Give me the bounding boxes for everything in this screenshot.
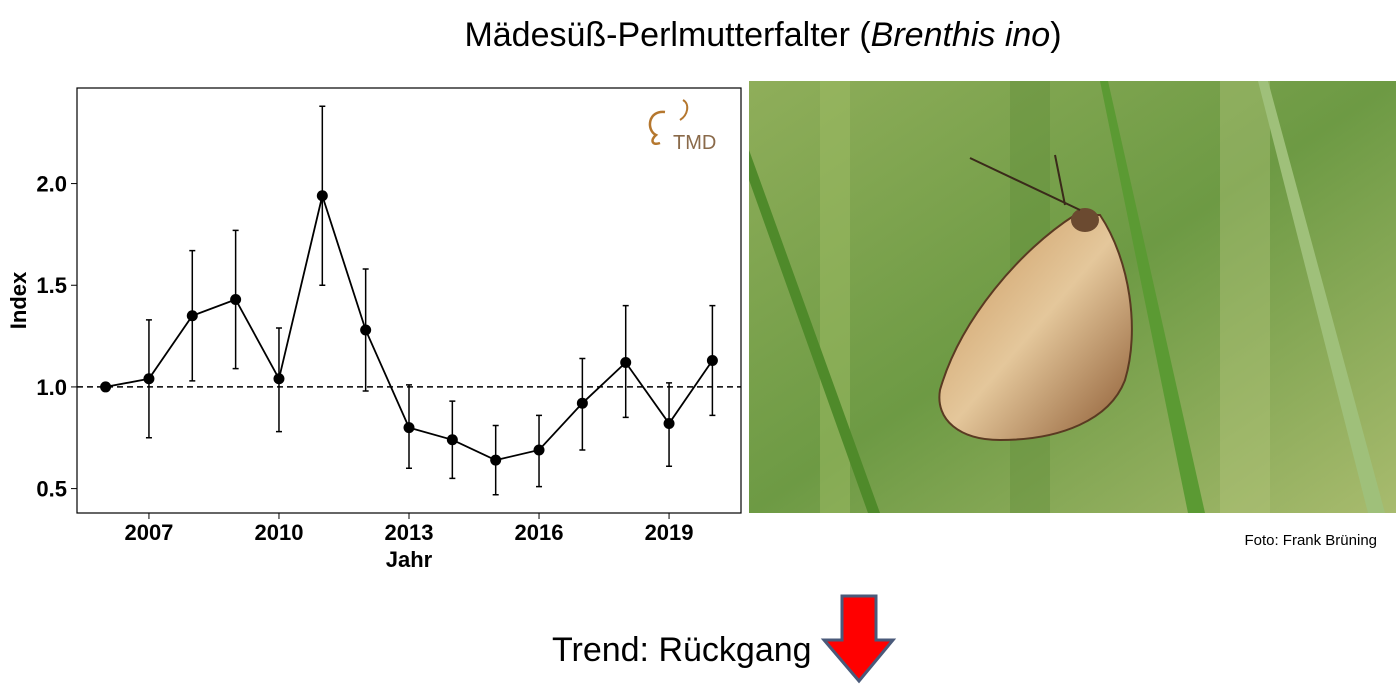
y-tick-label: 1.5 xyxy=(36,273,67,298)
x-tick-label: 2007 xyxy=(124,520,173,545)
x-tick-label: 2010 xyxy=(254,520,303,545)
photo xyxy=(749,81,1396,513)
y-tick-label: 0.5 xyxy=(36,477,67,502)
y-axis-label: Index xyxy=(6,271,31,329)
data-point xyxy=(490,454,502,466)
x-tick-label: 2019 xyxy=(645,520,694,545)
title-common: Mädesüß-Perlmutterfalter ( xyxy=(464,16,871,54)
data-point xyxy=(663,418,675,430)
data-point xyxy=(143,373,155,385)
data-point xyxy=(533,444,545,456)
data-point xyxy=(186,310,198,322)
data-point xyxy=(446,434,458,446)
photo-credit: Foto: Frank Brüning xyxy=(1244,532,1377,549)
data-point xyxy=(273,373,285,385)
trend-text: Trend: Rückgang xyxy=(552,631,812,669)
data-point xyxy=(230,293,242,305)
data-point xyxy=(706,354,718,366)
data-point xyxy=(360,324,372,336)
title-latin: Brenthis ino xyxy=(871,16,1051,54)
title-close: ) xyxy=(1050,16,1061,54)
chart: TMD 0.5 1.0 1.5 2.0 2007 2010 2013 2016 2019 Jahr… xyxy=(6,87,742,572)
trend-arrow xyxy=(820,594,897,684)
y-tick-label: 2.0 xyxy=(36,172,67,197)
x-tick-label: 2013 xyxy=(385,520,434,545)
logo: TMD xyxy=(648,99,716,154)
y-tick-label: 1.0 xyxy=(36,375,67,400)
data-point xyxy=(100,381,112,393)
data-point xyxy=(403,422,415,434)
data-point xyxy=(620,357,632,369)
data-point xyxy=(316,190,328,202)
x-axis-label: Jahr xyxy=(386,547,433,572)
data-point xyxy=(576,397,588,409)
page-title: Mädesüß-Perlmutterfalter (Brenthis ino) xyxy=(464,16,1061,54)
logo-text: TMD xyxy=(673,132,716,154)
x-tick-label: 2016 xyxy=(515,520,564,545)
